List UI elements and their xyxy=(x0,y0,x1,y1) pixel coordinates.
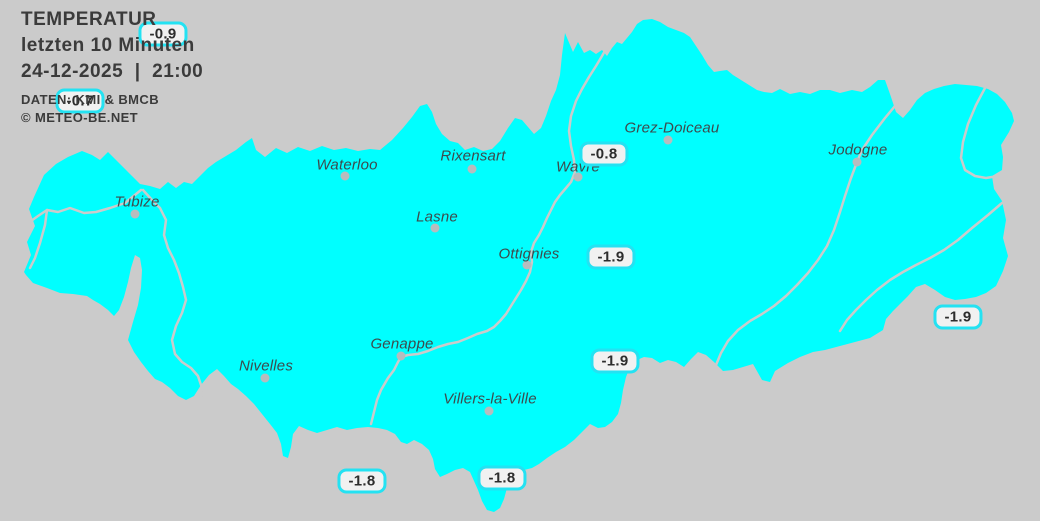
city-label-lasne: Lasne xyxy=(416,208,458,226)
city-dot-grez-doiceau xyxy=(663,135,673,145)
city-dot-rixensart xyxy=(467,164,477,174)
city-label-rixensart: Rixensart xyxy=(440,147,506,165)
temperature-badge: -0.7 xyxy=(55,88,105,114)
river-line xyxy=(141,188,204,399)
city-label-jodogne: Jodogne xyxy=(828,141,888,159)
city-dot-nivelles xyxy=(260,373,270,383)
city-label-genappe: Genappe xyxy=(370,335,434,353)
river-line xyxy=(959,86,994,180)
river-line xyxy=(369,45,609,426)
temperature-badge: -1.8 xyxy=(337,468,387,494)
temperature-badge: -0.9 xyxy=(138,21,188,47)
page-title: TEMPERATUR xyxy=(21,9,157,30)
river-line xyxy=(714,76,917,367)
page-subtitle: letzten 10 Minuten xyxy=(21,35,195,56)
city-dot-wavre xyxy=(573,172,583,182)
city-dot-jodogne xyxy=(852,157,862,167)
river-line xyxy=(838,201,1004,333)
copyright: © METEO-BE.NET xyxy=(21,110,139,125)
river-line xyxy=(29,188,143,223)
city-label-villers-la-ville: Villers-la-Ville xyxy=(443,390,537,408)
temperature-badge: -1.9 xyxy=(933,304,983,330)
temperature-badge: -1.9 xyxy=(590,348,640,374)
city-label-tubize: Tubize xyxy=(114,193,160,211)
city-label-grez-doiceau: Grez-Doiceau xyxy=(624,119,720,137)
map-header: TEMPERATUR letzten 10 Minuten 24-12-2025… xyxy=(21,7,203,127)
city-label-ottignies: Ottignies xyxy=(498,245,560,263)
data-source: DATEN: KMI & BMCB xyxy=(21,92,159,107)
river-line xyxy=(28,208,49,270)
city-label-waterloo: Waterloo xyxy=(316,156,378,174)
rivers-group xyxy=(28,45,1004,426)
city-dot-genappe xyxy=(396,351,406,361)
city-dot-waterloo xyxy=(340,171,350,181)
city-dot-villers-la-ville xyxy=(484,406,494,416)
city-dot-tubize xyxy=(130,209,140,219)
temperature-badge: -0.8 xyxy=(579,141,629,167)
city-dot-ottignies xyxy=(522,260,532,270)
province-shape xyxy=(24,19,1014,512)
temperature-badge: -1.8 xyxy=(477,465,527,491)
temperature-badge: -1.9 xyxy=(586,244,636,270)
datetime-text: 24-12-2025 | 21:00 xyxy=(21,61,204,82)
city-dot-lasne xyxy=(430,223,440,233)
city-label-nivelles: Nivelles xyxy=(238,357,294,375)
